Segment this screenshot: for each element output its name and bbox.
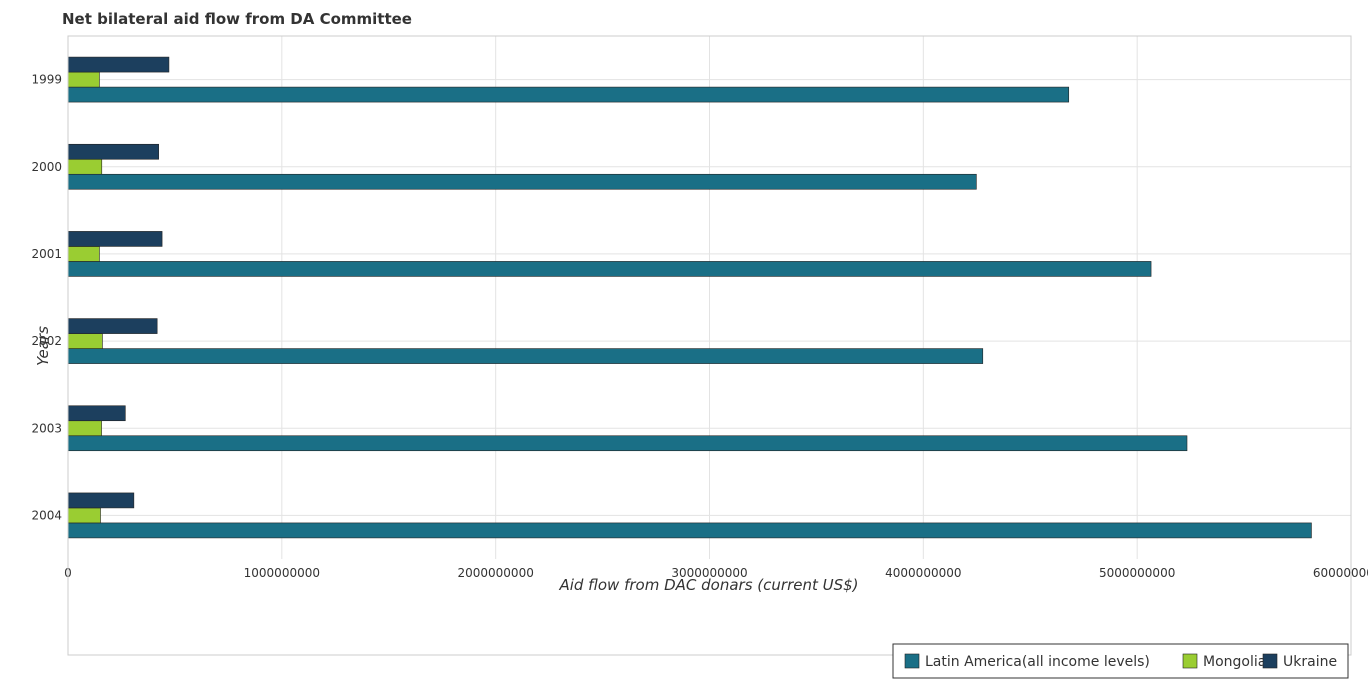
legend-label: Latin America(all income levels) [925, 654, 1150, 670]
bar-2004-0 [67, 522, 1312, 539]
legend: Latin America(all income levels) Mongolia… [892, 643, 1349, 679]
bar-2004-2 [67, 492, 135, 509]
plot-frame [67, 35, 1352, 656]
legend-label: Mongolia [1203, 654, 1266, 670]
y-tick-label: 2003 [31, 421, 62, 435]
bar-2000-2 [67, 143, 159, 160]
y-tick-label: 1999 [31, 73, 62, 87]
bar-1999-0 [67, 86, 1070, 103]
bars [67, 56, 1312, 539]
y-tick-label: 2004 [31, 508, 62, 522]
x-tick-label: 1000000000 [244, 566, 320, 580]
bar-2003-2 [67, 405, 126, 422]
bar-2000-1 [67, 158, 103, 175]
legend-swatch [1262, 653, 1278, 669]
bar-1999-1 [67, 71, 100, 88]
chart-title: Net bilateral aid flow from DA Committee [62, 10, 412, 28]
x-tick-label: 2000000000 [457, 566, 533, 580]
x-tick-label: 5000000000 [1099, 566, 1175, 580]
legend-swatch [904, 653, 920, 669]
bar-2002-2 [67, 318, 158, 334]
x-tick-label: 3000000000 [671, 566, 747, 580]
bar-2003-1 [67, 420, 102, 437]
y-axis-title: Years [34, 326, 52, 366]
bar-2001-0 [67, 261, 1152, 277]
y-tick-label: 2002 [31, 334, 62, 348]
bar-2003-0 [67, 435, 1188, 452]
bar-2002-1 [67, 333, 103, 349]
x-tick-label: 6000000000 [1313, 566, 1368, 580]
y-tick-labels: 1999 2000 2001 2002 2003 2004 [31, 73, 62, 523]
bar-2002-0 [67, 348, 984, 364]
y-tick-label: 2001 [31, 247, 62, 261]
x-axis-title: Aid flow from DAC donars (current US$) [558, 576, 858, 594]
x-tick-label: 4000000000 [885, 566, 961, 580]
bar-1999-2 [67, 56, 170, 73]
bar-2004-1 [67, 507, 101, 524]
bar-2000-0 [67, 173, 977, 190]
x-tick-labels: 0 1000000000 2000000000 3000000000 400000000… [64, 566, 1368, 580]
bar-2001-1 [67, 246, 100, 262]
bar-2001-2 [67, 231, 163, 247]
legend-label: Ukraine [1283, 654, 1337, 670]
y-tick-label: 2000 [31, 160, 62, 174]
legend-swatch [1182, 653, 1198, 669]
grid-lines [67, 36, 1352, 559]
